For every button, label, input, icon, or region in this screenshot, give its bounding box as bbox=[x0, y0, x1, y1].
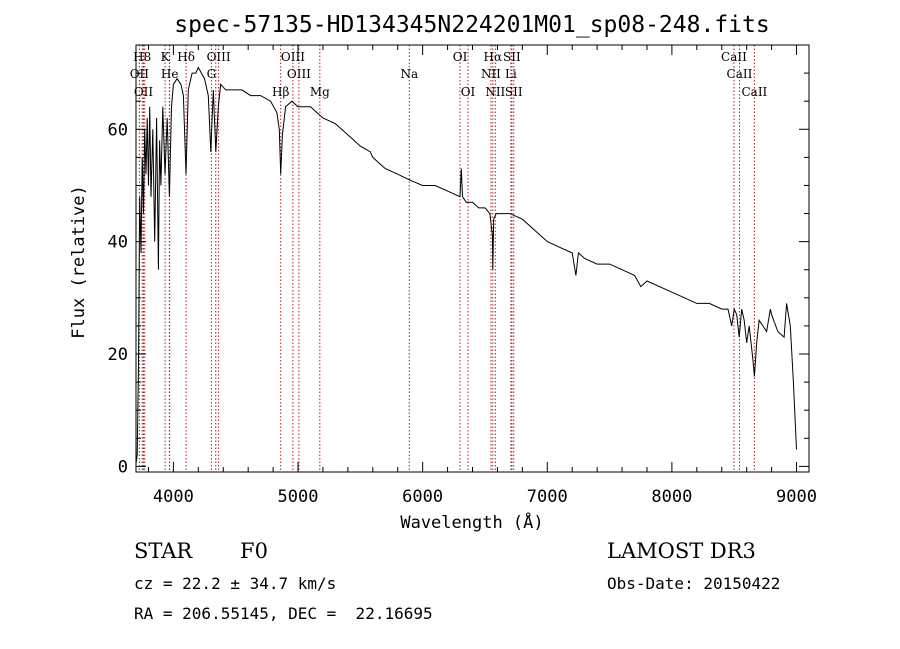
line-label: Li bbox=[505, 67, 517, 81]
line-label: OI bbox=[461, 85, 476, 99]
x-tick-label: 7000 bbox=[527, 487, 568, 507]
line-label: OIII bbox=[281, 50, 305, 64]
observation-date: Obs-Date: 20150422 bbox=[607, 574, 781, 593]
line-label: G bbox=[207, 67, 217, 81]
y-tick-label: 0 bbox=[118, 457, 128, 477]
x-axis-ticks: 4000 5000 6000 7000 8000 9000 bbox=[147, 45, 817, 507]
line-label: Hα bbox=[484, 50, 503, 64]
line-label: NII bbox=[485, 85, 505, 99]
line-label: K bbox=[161, 50, 171, 64]
line-label: CaII bbox=[727, 67, 753, 81]
line-label: CaII bbox=[721, 50, 747, 64]
line-label: CaII bbox=[741, 85, 767, 99]
y-axis-label: Flux (relative) bbox=[69, 185, 89, 339]
line-label: SII bbox=[505, 85, 523, 99]
y-tick-label: 60 bbox=[108, 120, 128, 140]
redshift-cz: cz = 22.2 ± 34.7 km/s bbox=[134, 574, 337, 593]
line-label: Mg bbox=[310, 85, 330, 99]
y-tick-label: 20 bbox=[108, 345, 128, 365]
chart-title: spec-57135-HD134345N224201M01_sp08-248.f… bbox=[174, 12, 769, 38]
line-label: Na bbox=[400, 67, 418, 81]
x-tick-label: 8000 bbox=[651, 487, 692, 507]
line-label: OIII bbox=[287, 67, 311, 81]
y-axis-ticks: 0 20 40 60 bbox=[108, 44, 809, 477]
line-label: OIII bbox=[207, 50, 231, 64]
spectrum-chart: spec-57135-HD134345N224201M01_sp08-248.f… bbox=[69, 12, 817, 533]
ra-dec: RA = 206.55145, DEC = 22.16695 bbox=[134, 604, 433, 623]
y-tick-label: 40 bbox=[108, 233, 128, 253]
line-label: OII bbox=[134, 85, 154, 99]
line-label: He bbox=[161, 67, 179, 81]
spectrum-series-line bbox=[135, 66, 797, 464]
line-label: Hδ bbox=[177, 50, 195, 64]
line-label: NII bbox=[481, 67, 501, 81]
survey-name: LAMOST DR3 bbox=[607, 539, 756, 563]
spectral-line-markers bbox=[138, 45, 755, 472]
object-subclass: F0 bbox=[240, 539, 268, 563]
x-tick-label: 6000 bbox=[402, 487, 443, 507]
line-label: SII bbox=[503, 50, 521, 64]
x-tick-label: 9000 bbox=[776, 487, 817, 507]
line-label: H8 bbox=[133, 50, 151, 64]
line-label: Hβ bbox=[272, 85, 289, 99]
x-tick-label: 4000 bbox=[153, 487, 194, 507]
line-label: OII bbox=[130, 67, 150, 81]
plot-frame bbox=[135, 44, 810, 473]
x-axis-label: Wavelength (Å) bbox=[400, 511, 543, 533]
x-tick-label: 5000 bbox=[278, 487, 319, 507]
object-class: STAR bbox=[134, 539, 193, 563]
line-label: OI bbox=[453, 50, 468, 64]
